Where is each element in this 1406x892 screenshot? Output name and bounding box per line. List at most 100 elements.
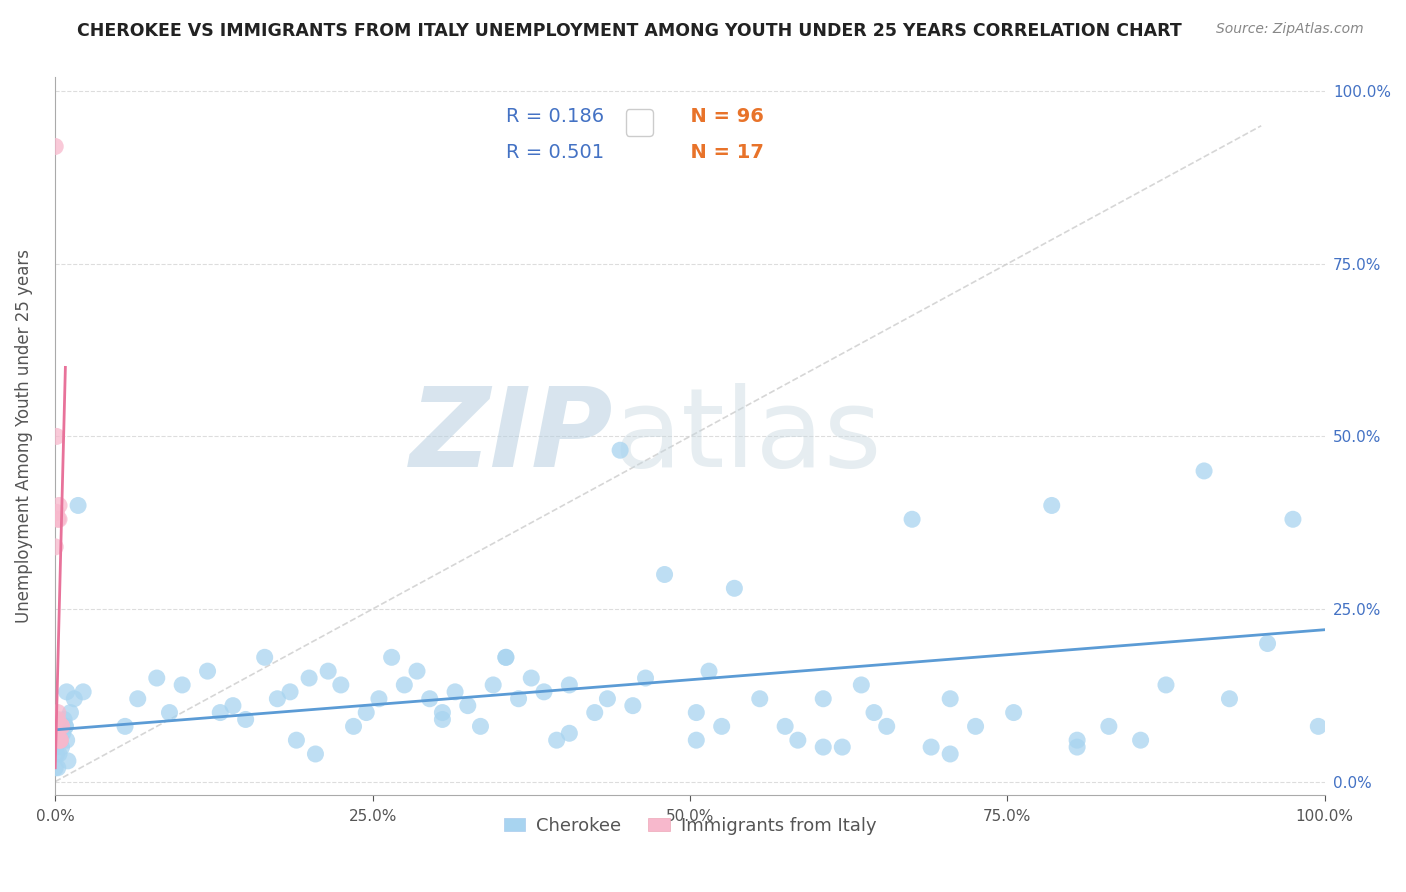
Point	[44, 733, 66, 747]
Point	[1192, 464, 1215, 478]
Point	[1154, 678, 1177, 692]
Point	[51, 719, 73, 733]
Point	[1257, 636, 1279, 650]
Point	[920, 740, 942, 755]
Point	[222, 698, 245, 713]
Point	[470, 719, 492, 733]
Point	[55, 733, 77, 747]
Point	[316, 664, 339, 678]
Point	[304, 747, 326, 761]
Point	[235, 713, 257, 727]
Point	[583, 706, 606, 720]
Point	[45, 726, 67, 740]
Point	[44, 540, 66, 554]
Point	[209, 706, 232, 720]
Point	[285, 733, 308, 747]
Point	[596, 691, 619, 706]
Text: N = 96: N = 96	[678, 107, 763, 127]
Point	[59, 706, 82, 720]
Point	[863, 706, 886, 720]
Text: R = 0.501: R = 0.501	[506, 144, 605, 162]
Point	[748, 691, 770, 706]
Point	[46, 706, 69, 720]
Point	[697, 664, 720, 678]
Point	[381, 650, 404, 665]
Point	[558, 678, 581, 692]
Text: Source: ZipAtlas.com: Source: ZipAtlas.com	[1216, 22, 1364, 37]
Point	[939, 691, 962, 706]
Point	[44, 139, 66, 153]
Point	[49, 733, 72, 747]
Point	[46, 713, 69, 727]
Point	[51, 719, 73, 733]
Point	[965, 719, 987, 733]
Point	[354, 706, 377, 720]
Point	[368, 691, 391, 706]
Point	[482, 678, 505, 692]
Text: CHEROKEE VS IMMIGRANTS FROM ITALY UNEMPLOYMENT AMONG YOUTH UNDER 25 YEARS CORREL: CHEROKEE VS IMMIGRANTS FROM ITALY UNEMPL…	[77, 22, 1182, 40]
Point	[72, 685, 94, 699]
Point	[813, 740, 835, 755]
Point	[56, 754, 79, 768]
Point	[419, 691, 441, 706]
Point	[813, 691, 835, 706]
Point	[1066, 733, 1088, 747]
Point	[48, 747, 70, 761]
Point	[46, 761, 69, 775]
Point	[45, 505, 67, 519]
Point	[406, 664, 429, 678]
Point	[53, 713, 76, 727]
Point	[432, 706, 454, 720]
Point	[1066, 740, 1088, 755]
Point	[45, 726, 67, 740]
Point	[342, 719, 364, 733]
Point	[939, 747, 962, 761]
Point	[1129, 733, 1152, 747]
Y-axis label: Unemployment Among Youth under 25 years: Unemployment Among Youth under 25 years	[15, 250, 32, 624]
Point	[533, 685, 555, 699]
Point	[329, 678, 352, 692]
Point	[495, 650, 517, 665]
Point	[278, 685, 301, 699]
Point	[44, 761, 66, 775]
Point	[432, 713, 454, 727]
Point	[1040, 499, 1063, 513]
Point	[55, 685, 77, 699]
Point	[851, 678, 873, 692]
Point	[266, 691, 288, 706]
Point	[53, 719, 76, 733]
Point	[67, 499, 90, 513]
Point	[394, 678, 416, 692]
Point	[773, 719, 796, 733]
Point	[831, 740, 853, 755]
Point	[1002, 706, 1025, 720]
Point	[495, 650, 517, 665]
Point	[127, 691, 149, 706]
Point	[197, 664, 219, 678]
Point	[298, 671, 321, 685]
Point	[49, 733, 72, 747]
Point	[786, 733, 808, 747]
Point	[45, 429, 67, 443]
Point	[621, 698, 644, 713]
Point	[172, 678, 194, 692]
Text: R = 0.186: R = 0.186	[506, 107, 605, 127]
Point	[48, 512, 70, 526]
Point	[1308, 719, 1330, 733]
Point	[52, 726, 75, 740]
Point	[1098, 719, 1121, 733]
Point	[654, 567, 676, 582]
Point	[558, 726, 581, 740]
Point	[723, 582, 745, 596]
Text: atlas: atlas	[614, 383, 883, 490]
Point	[253, 650, 276, 665]
Point	[45, 747, 67, 761]
Point	[51, 740, 73, 755]
Point	[508, 691, 530, 706]
Point	[520, 671, 543, 685]
Point	[114, 719, 136, 733]
Point	[49, 733, 72, 747]
Point	[63, 691, 86, 706]
Point	[44, 740, 66, 755]
Point	[1282, 512, 1305, 526]
